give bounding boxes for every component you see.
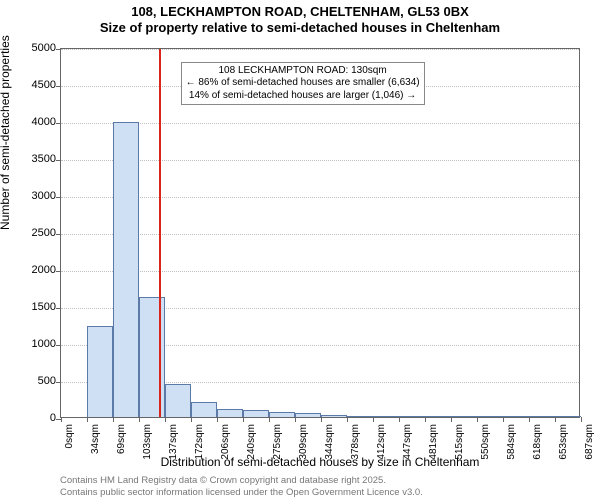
footer-attribution: Contains HM Land Registry data © Crown c… xyxy=(60,475,423,498)
ytick-mark xyxy=(56,86,61,87)
histogram-bar xyxy=(295,413,321,417)
ytick-mark xyxy=(56,234,61,235)
xtick-label: 103sqm xyxy=(142,424,153,460)
ytick-label: 2500 xyxy=(16,227,56,239)
histogram-bar xyxy=(399,416,425,417)
property-marker-line xyxy=(159,49,161,417)
ytick-mark xyxy=(56,160,61,161)
histogram-bar xyxy=(191,402,217,417)
xtick-label: 515sqm xyxy=(454,424,465,460)
ytick-label: 2000 xyxy=(16,264,56,276)
ytick-mark xyxy=(56,271,61,272)
plot-area: 108 LECKHAMPTON ROAD: 130sqm ← 86% of se… xyxy=(60,48,580,418)
histogram-bar xyxy=(425,416,451,417)
histogram-bar xyxy=(529,416,555,417)
histogram-bar xyxy=(503,416,529,417)
xtick-label: 275sqm xyxy=(272,424,283,460)
xtick-mark xyxy=(269,417,270,422)
histogram-bar xyxy=(113,122,139,417)
xtick-mark xyxy=(295,417,296,422)
annotation-line2: ← 86% of semi-detached houses are smalle… xyxy=(186,77,420,90)
ytick-mark xyxy=(56,345,61,346)
xtick-mark xyxy=(581,417,582,422)
histogram-bar xyxy=(477,416,503,417)
xtick-mark xyxy=(139,417,140,422)
ytick-label: 1000 xyxy=(16,338,56,350)
annotation-line1: 108 LECKHAMPTON ROAD: 130sqm xyxy=(186,65,420,78)
xtick-mark xyxy=(217,417,218,422)
xtick-label: 172sqm xyxy=(194,424,205,460)
y-axis-label: Number of semi-detached properties xyxy=(0,35,12,230)
xtick-label: 481sqm xyxy=(428,424,439,460)
xtick-mark xyxy=(191,417,192,422)
xtick-label: 137sqm xyxy=(168,424,179,460)
histogram-bar xyxy=(87,326,113,417)
ytick-label: 3000 xyxy=(16,190,56,202)
xtick-label: 344sqm xyxy=(324,424,335,460)
xtick-label: 34sqm xyxy=(90,424,101,454)
xtick-mark xyxy=(555,417,556,422)
xtick-mark xyxy=(61,417,62,422)
xtick-label: 584sqm xyxy=(506,424,517,460)
histogram-bar xyxy=(321,415,347,417)
xtick-label: 687sqm xyxy=(584,424,595,460)
xtick-mark xyxy=(113,417,114,422)
ytick-label: 500 xyxy=(16,375,56,387)
title-block: 108, LECKHAMPTON ROAD, CHELTENHAM, GL53 … xyxy=(0,0,600,37)
xtick-mark xyxy=(529,417,530,422)
xtick-label: 618sqm xyxy=(532,424,543,460)
xtick-label: 69sqm xyxy=(116,424,127,454)
histogram-bar xyxy=(451,416,477,417)
footer-line2: Contains public sector information licen… xyxy=(60,487,423,498)
ytick-mark xyxy=(56,197,61,198)
xtick-mark xyxy=(503,417,504,422)
annotation-line3: 14% of semi-detached houses are larger (… xyxy=(186,90,420,103)
xtick-mark xyxy=(347,417,348,422)
histogram-bar xyxy=(217,409,243,417)
xtick-mark xyxy=(87,417,88,422)
ytick-label: 5000 xyxy=(16,42,56,54)
title-line2: Size of property relative to semi-detach… xyxy=(0,20,600,36)
histogram-bar xyxy=(347,416,373,417)
x-axis-label: Distribution of semi-detached houses by … xyxy=(60,455,580,469)
histogram-bar xyxy=(165,384,191,417)
xtick-mark xyxy=(425,417,426,422)
xtick-label: 378sqm xyxy=(350,424,361,460)
ytick-label: 4500 xyxy=(16,79,56,91)
xtick-mark xyxy=(477,417,478,422)
annotation-box: 108 LECKHAMPTON ROAD: 130sqm ← 86% of se… xyxy=(181,62,425,106)
histogram-bar xyxy=(269,412,295,417)
gridline xyxy=(61,49,579,50)
ytick-mark xyxy=(56,308,61,309)
ytick-label: 3500 xyxy=(16,153,56,165)
xtick-label: 412sqm xyxy=(376,424,387,460)
chart-container: 108, LECKHAMPTON ROAD, CHELTENHAM, GL53 … xyxy=(0,0,600,500)
xtick-label: 550sqm xyxy=(480,424,491,460)
xtick-mark xyxy=(451,417,452,422)
histogram-bar xyxy=(243,410,269,417)
xtick-label: 240sqm xyxy=(246,424,257,460)
ytick-label: 0 xyxy=(16,412,56,424)
xtick-mark xyxy=(399,417,400,422)
xtick-label: 447sqm xyxy=(402,424,413,460)
ytick-mark xyxy=(56,123,61,124)
xtick-label: 206sqm xyxy=(220,424,231,460)
xtick-mark xyxy=(243,417,244,422)
footer-line1: Contains HM Land Registry data © Crown c… xyxy=(60,475,423,486)
ytick-label: 1500 xyxy=(16,301,56,313)
xtick-label: 653sqm xyxy=(558,424,569,460)
xtick-mark xyxy=(165,417,166,422)
histogram-bar xyxy=(555,416,581,417)
ytick-mark xyxy=(56,382,61,383)
histogram-bar xyxy=(373,416,399,417)
xtick-label: 0sqm xyxy=(64,424,75,448)
xtick-mark xyxy=(321,417,322,422)
xtick-mark xyxy=(373,417,374,422)
ytick-mark xyxy=(56,49,61,50)
xtick-label: 309sqm xyxy=(298,424,309,460)
title-line1: 108, LECKHAMPTON ROAD, CHELTENHAM, GL53 … xyxy=(0,4,600,20)
ytick-label: 4000 xyxy=(16,116,56,128)
